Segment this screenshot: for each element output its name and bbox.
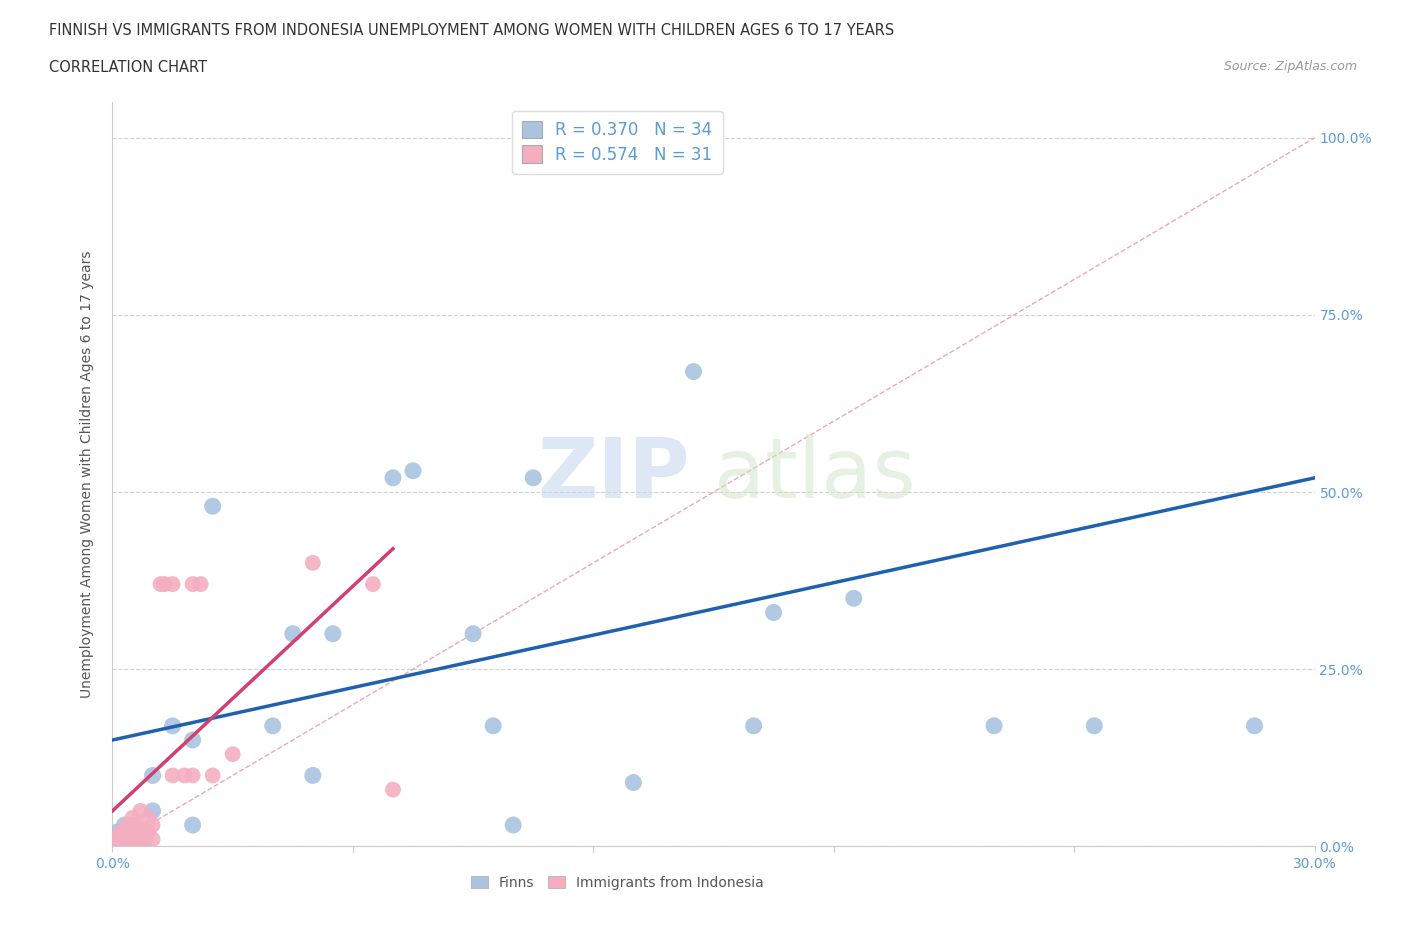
- Point: [281, 626, 304, 641]
- Point: [190, 577, 212, 591]
- Point: [382, 782, 405, 797]
- Point: [181, 733, 204, 748]
- Point: [382, 471, 405, 485]
- Point: [181, 577, 204, 591]
- Point: [134, 831, 156, 846]
- Y-axis label: Unemployment Among Women with Children Ages 6 to 17 years: Unemployment Among Women with Children A…: [80, 250, 94, 698]
- Point: [522, 471, 544, 485]
- Point: [983, 718, 1005, 733]
- Text: FINNISH VS IMMIGRANTS FROM INDONESIA UNEMPLOYMENT AMONG WOMEN WITH CHILDREN AGES: FINNISH VS IMMIGRANTS FROM INDONESIA UNE…: [49, 23, 894, 38]
- Point: [105, 831, 128, 846]
- Point: [129, 825, 152, 840]
- Point: [114, 831, 136, 846]
- Point: [141, 831, 163, 846]
- Point: [117, 831, 139, 846]
- Point: [105, 825, 128, 840]
- Point: [153, 577, 176, 591]
- Text: atlas: atlas: [713, 433, 915, 515]
- Point: [322, 626, 344, 641]
- Point: [302, 555, 325, 570]
- Point: [121, 831, 143, 846]
- Point: [121, 825, 143, 840]
- Point: [361, 577, 384, 591]
- Point: [141, 768, 163, 783]
- Point: [201, 768, 224, 783]
- Point: [110, 831, 132, 846]
- Point: [842, 591, 865, 605]
- Point: [482, 718, 505, 733]
- Point: [129, 804, 152, 818]
- Text: CORRELATION CHART: CORRELATION CHART: [49, 60, 207, 75]
- Point: [114, 831, 136, 846]
- Point: [117, 817, 139, 832]
- Point: [302, 768, 325, 783]
- Point: [1243, 718, 1265, 733]
- Point: [138, 811, 160, 826]
- Point: [742, 718, 765, 733]
- Text: ZIP: ZIP: [537, 433, 689, 515]
- Point: [125, 817, 148, 832]
- Point: [125, 831, 148, 846]
- Point: [461, 626, 484, 641]
- Point: [762, 605, 785, 620]
- Text: Source: ZipAtlas.com: Source: ZipAtlas.com: [1223, 60, 1357, 73]
- Point: [141, 804, 163, 818]
- Point: [117, 825, 139, 840]
- Point: [129, 825, 152, 840]
- Point: [262, 718, 284, 733]
- Point: [402, 463, 425, 478]
- Point: [141, 817, 163, 832]
- Point: [110, 831, 132, 846]
- Point: [149, 577, 172, 591]
- Point: [502, 817, 524, 832]
- Point: [162, 718, 184, 733]
- Point: [114, 817, 136, 832]
- Point: [621, 775, 644, 790]
- Point: [138, 825, 160, 840]
- Point: [121, 817, 143, 832]
- Point: [173, 768, 195, 783]
- Legend: Finns, Immigrants from Indonesia: Finns, Immigrants from Indonesia: [465, 870, 769, 896]
- Point: [162, 577, 184, 591]
- Point: [181, 817, 204, 832]
- Point: [121, 811, 143, 826]
- Point: [114, 825, 136, 840]
- Point: [201, 498, 224, 513]
- Point: [110, 825, 132, 840]
- Point: [134, 831, 156, 846]
- Point: [682, 365, 704, 379]
- Point: [222, 747, 245, 762]
- Point: [162, 768, 184, 783]
- Point: [181, 768, 204, 783]
- Point: [1083, 718, 1105, 733]
- Point: [125, 831, 148, 846]
